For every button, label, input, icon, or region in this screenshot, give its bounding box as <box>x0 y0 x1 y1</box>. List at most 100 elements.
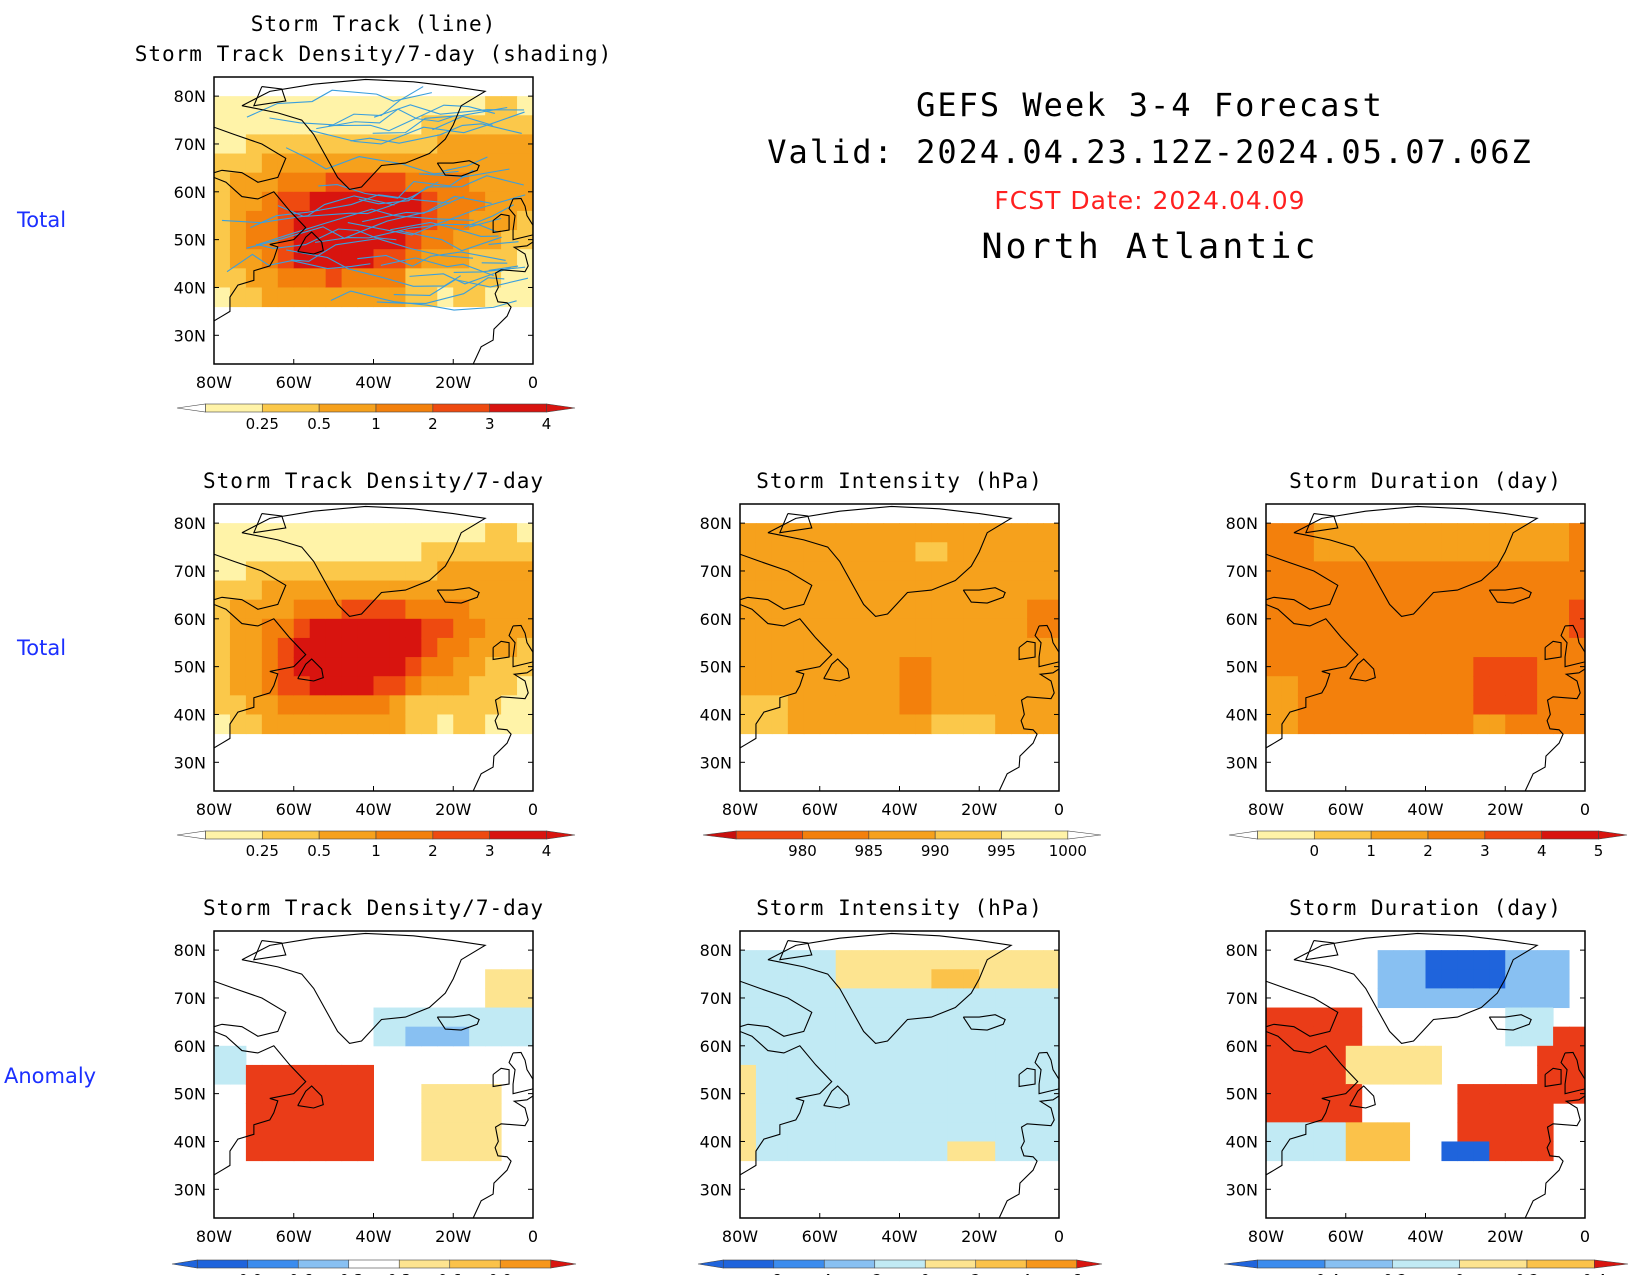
grid-cell <box>469 1007 486 1028</box>
colorbar-segment <box>1484 830 1543 840</box>
grid-cell <box>1393 599 1411 620</box>
grid-cell <box>1329 676 1347 696</box>
shading-cells <box>214 969 534 1162</box>
grid-cell <box>214 1045 231 1066</box>
grid-cell <box>1361 1141 1379 1162</box>
grid-cell <box>1027 988 1044 1009</box>
grid-cell <box>421 523 438 543</box>
grid-cell <box>1457 542 1474 562</box>
grid-cell <box>357 542 374 562</box>
grid-cell <box>1425 657 1442 677</box>
grid-cell <box>835 950 853 970</box>
grid-cell <box>1441 599 1458 620</box>
grid-cell <box>803 695 821 715</box>
grid-cell <box>1505 676 1522 696</box>
grid-cell <box>277 287 295 308</box>
grid-cell <box>771 1084 789 1104</box>
grid-cell <box>1425 542 1442 562</box>
grid-cell <box>325 1122 343 1142</box>
grid-cell <box>485 523 502 543</box>
grid-cell <box>245 1141 263 1162</box>
grid-cell <box>819 523 837 543</box>
grid-cell <box>357 1103 374 1123</box>
grid-cell <box>485 249 502 269</box>
grid-cell <box>1457 1084 1474 1104</box>
grid-cell <box>1011 542 1028 562</box>
grid-cell <box>245 542 263 562</box>
grid-cell <box>819 950 837 970</box>
storm-track <box>328 104 495 132</box>
grid-cell <box>1011 1007 1028 1028</box>
grid-cell <box>740 1122 757 1142</box>
grid-cell <box>771 1026 789 1047</box>
grid-cell <box>851 1084 869 1104</box>
grid-cell <box>214 714 231 735</box>
grid-cell <box>1377 676 1395 696</box>
grid-cell <box>867 988 885 1009</box>
grid-cell <box>740 1084 757 1104</box>
grid-cell <box>517 210 534 231</box>
grid-cell <box>325 523 343 543</box>
coastline <box>1018 640 1036 661</box>
grid-cell <box>357 523 374 543</box>
grid-cell <box>453 172 470 193</box>
grid-cell <box>485 1103 502 1123</box>
grid-cell <box>1297 1045 1315 1066</box>
grid-cell <box>501 988 518 1009</box>
grid-cell <box>1521 561 1538 582</box>
coastline <box>1266 603 1359 749</box>
grid-cell <box>931 676 948 696</box>
colorbar-arrow-high <box>546 830 576 840</box>
grid-cell <box>485 1084 502 1104</box>
grid-cell <box>309 523 327 543</box>
grid-cell <box>214 96 231 116</box>
grid-cell <box>1027 1103 1044 1123</box>
grid-cell <box>421 561 438 582</box>
lon-tick-label: 20W <box>1487 800 1523 819</box>
grid-cell <box>1521 618 1538 639</box>
grid-cell <box>214 191 231 212</box>
region-name: North Atlantic <box>981 227 1319 267</box>
storm-track <box>221 195 395 224</box>
grid-cell <box>261 657 279 677</box>
grid-cell <box>1425 523 1442 543</box>
grid-cell <box>1553 950 1570 970</box>
grid-cell <box>740 580 757 601</box>
grid-cell <box>341 542 359 562</box>
colorbar-label: 4 <box>542 842 552 860</box>
grid-cell <box>1505 969 1522 989</box>
grid-cell <box>453 1122 470 1142</box>
grid-cell <box>947 1141 964 1162</box>
grid-cell <box>819 1122 837 1142</box>
grid-cell <box>787 1026 805 1047</box>
grid-cell <box>1266 676 1283 696</box>
colorbar-label: 995 <box>987 842 1016 860</box>
grid-cell <box>1361 561 1379 582</box>
grid-cell <box>931 969 948 989</box>
grid-cell <box>293 1122 311 1142</box>
grid-cell <box>931 695 948 715</box>
grid-cell <box>931 599 948 620</box>
grid-cell <box>979 1084 996 1104</box>
grid-cell <box>293 561 311 582</box>
grid-cell <box>341 96 359 116</box>
coastline <box>241 505 487 618</box>
panel-title: Storm Duration (day) <box>1289 896 1562 920</box>
grid-cell <box>1297 1103 1315 1123</box>
grid-cell <box>979 988 996 1009</box>
grid-cell <box>501 523 518 543</box>
grid-cell <box>1569 561 1586 582</box>
grid-cell <box>947 542 964 562</box>
colorbar-arrow-low <box>1228 830 1258 840</box>
lon-tick-label: 40W <box>355 373 391 392</box>
grid-cell <box>373 542 390 562</box>
grid-cell <box>883 1045 900 1066</box>
grid-cell <box>740 1064 757 1085</box>
grid-cell <box>963 637 980 658</box>
grid-cell <box>1281 1007 1299 1028</box>
grid-cell <box>1521 1084 1538 1104</box>
grid-cell <box>1266 657 1283 677</box>
shading-cells <box>1266 523 1586 735</box>
grid-cell <box>214 287 231 308</box>
grid-cell <box>373 210 390 231</box>
